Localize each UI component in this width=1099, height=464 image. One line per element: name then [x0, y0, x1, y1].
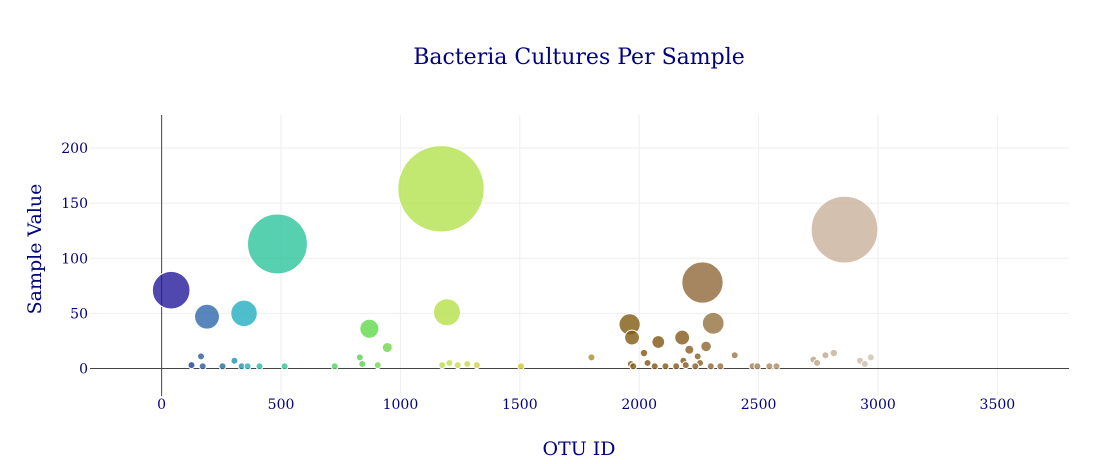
- bubble-point: [397, 145, 485, 233]
- bubble-point: [194, 303, 220, 330]
- bubble-point: [639, 348, 649, 358]
- bubble-point: [810, 195, 879, 264]
- bubble-point: [643, 358, 652, 367]
- bubble-point: [381, 341, 393, 354]
- y-tick-label: 100: [61, 251, 88, 267]
- x-tick-label: 500: [268, 397, 295, 413]
- bubble-point: [813, 358, 822, 367]
- y-tick-label: 0: [79, 361, 88, 377]
- bubble-point: [730, 351, 739, 360]
- bubble-point: [661, 362, 670, 371]
- bubble-point: [230, 356, 239, 365]
- chart-title: Bacteria Cultures Per Sample: [413, 45, 745, 70]
- bubble-point: [701, 311, 725, 335]
- bubble-point: [674, 329, 691, 346]
- bubble-point: [438, 361, 447, 370]
- bubble-point: [672, 362, 681, 371]
- bubbles: [151, 145, 879, 371]
- x-tick-label: 1000: [383, 397, 419, 413]
- bubble-point: [693, 352, 702, 361]
- x-gridlines: [280, 115, 998, 396]
- bubble-point: [629, 362, 638, 371]
- bubble-point: [280, 362, 289, 371]
- x-tick-label: 3500: [980, 397, 1016, 413]
- bubble-point: [187, 361, 196, 370]
- bubble-point: [765, 362, 774, 371]
- bubble-point: [355, 353, 364, 362]
- y-tick-labels: 0 50 100 150 200: [61, 141, 88, 377]
- y-tick-label: 50: [70, 306, 88, 322]
- bubble-point: [255, 362, 264, 371]
- bubble-point: [860, 360, 869, 369]
- x-tick-labels: 0 500 1000 1500 2000 2500 3000 3500: [157, 397, 1015, 413]
- bubble-point: [700, 340, 712, 353]
- bubble-point: [651, 335, 666, 349]
- bubble-point: [330, 362, 339, 371]
- x-tick-label: 2000: [621, 397, 657, 413]
- x-axis-title: OTU ID: [542, 438, 615, 460]
- y-tick-label: 200: [61, 141, 88, 157]
- bubble-point: [516, 362, 525, 371]
- bubble-point: [151, 270, 191, 310]
- bubble-point: [866, 353, 875, 362]
- bubble-point: [243, 362, 252, 371]
- bubble-point: [684, 344, 695, 355]
- x-tick-label: 0: [157, 397, 166, 413]
- bubble-point: [706, 362, 715, 371]
- bubble-point: [472, 361, 481, 370]
- x-tick-label: 3000: [860, 397, 896, 413]
- bubble-point: [753, 362, 762, 371]
- bubble-point: [772, 362, 781, 371]
- x-tick-label: 2500: [741, 397, 777, 413]
- bubble-point: [716, 362, 725, 371]
- y-axis-title: Sample Value: [24, 184, 46, 315]
- bubble-point: [624, 329, 640, 346]
- bubble-point: [445, 358, 454, 367]
- bubble-point: [197, 352, 206, 361]
- bubble-point: [681, 261, 724, 304]
- bubble-point: [463, 360, 472, 369]
- bubble-point: [230, 299, 258, 328]
- y-gridlines: [90, 147, 1069, 314]
- bubble-point: [198, 362, 207, 371]
- bubble-point: [218, 362, 227, 371]
- bubble-point: [829, 348, 839, 358]
- bubble-point: [432, 298, 461, 327]
- bubble-point: [358, 360, 367, 369]
- bubble-point: [681, 361, 690, 370]
- bubble-point: [587, 353, 596, 362]
- bubble-point: [691, 362, 700, 371]
- bubble-point: [453, 361, 462, 370]
- bubble-point: [821, 351, 830, 360]
- bubble-point: [246, 213, 308, 275]
- bubble-point: [373, 361, 382, 370]
- x-tick-label: 1500: [502, 397, 538, 413]
- bubble-point: [359, 318, 380, 339]
- y-tick-label: 150: [61, 196, 88, 212]
- bubble-point: [650, 362, 659, 371]
